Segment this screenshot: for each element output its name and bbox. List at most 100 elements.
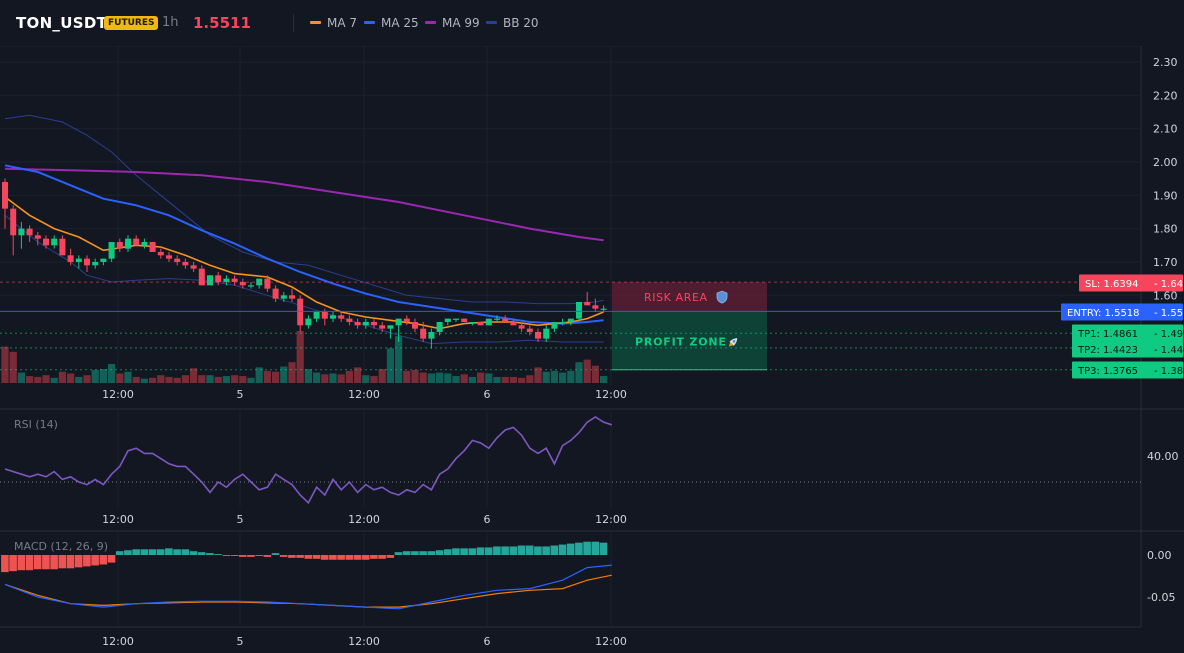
candle-body[interactable] <box>559 321 566 324</box>
macd-histogram-bar <box>452 548 460 555</box>
candle-body[interactable] <box>59 238 66 256</box>
price-tick-label: 2.00 <box>1153 156 1178 169</box>
candle-body[interactable] <box>526 328 533 332</box>
candle-body[interactable] <box>26 228 33 236</box>
tp2-tag[interactable] <box>1072 340 1183 358</box>
legend-ma25[interactable]: MA 25 <box>364 16 419 30</box>
candle-body[interactable] <box>576 301 582 319</box>
candle-body[interactable] <box>67 255 74 262</box>
candle-body[interactable] <box>461 318 468 322</box>
profit-zone[interactable] <box>612 311 767 370</box>
candle-body[interactable] <box>280 295 287 299</box>
candle-body[interactable] <box>428 331 435 339</box>
candle-body[interactable] <box>313 311 320 319</box>
candle-body[interactable] <box>502 318 509 322</box>
ma99-swatch <box>425 21 436 24</box>
candle-body[interactable] <box>207 275 213 286</box>
macd-histogram-bar <box>66 555 75 569</box>
macd-histogram-bar <box>534 546 542 555</box>
candle-body[interactable] <box>592 305 599 309</box>
candle-body[interactable] <box>272 288 279 299</box>
candle-body[interactable] <box>100 258 107 262</box>
candle-body[interactable] <box>125 238 131 249</box>
interval-label[interactable]: 1h <box>162 15 179 30</box>
candle-body[interactable] <box>297 298 304 326</box>
candle-body[interactable] <box>190 265 197 269</box>
candle-body[interactable] <box>166 255 172 259</box>
risk-area-zone[interactable] <box>612 282 767 312</box>
candle-body[interactable] <box>239 281 246 286</box>
macd-histogram-bar <box>427 551 436 555</box>
candle-body[interactable] <box>420 328 427 339</box>
candle-body[interactable] <box>395 318 402 326</box>
candle-body[interactable] <box>494 318 500 320</box>
candle-body[interactable] <box>43 238 49 246</box>
entry-tag[interactable] <box>1061 303 1183 321</box>
volume-bar <box>50 377 58 383</box>
candle-body[interactable] <box>600 308 607 310</box>
candle-body[interactable] <box>157 251 164 256</box>
candle-body[interactable] <box>92 261 99 266</box>
candle-body[interactable] <box>133 238 140 246</box>
candle-body[interactable] <box>34 235 41 239</box>
futures-badge: FUTURES <box>104 16 159 30</box>
candle-body[interactable] <box>51 238 58 246</box>
candle-body[interactable] <box>354 321 361 326</box>
sl-tag[interactable] <box>1079 274 1183 292</box>
bb-upper-line <box>4 114 604 305</box>
candle-body[interactable] <box>116 241 123 249</box>
candle-body[interactable] <box>551 321 558 329</box>
macd-histogram-bar <box>566 543 575 555</box>
price-tick-label: 2.30 <box>1153 56 1178 69</box>
candle-body[interactable] <box>412 321 418 329</box>
tp1-tag[interactable] <box>1072 324 1183 342</box>
candle-body[interactable] <box>477 321 484 326</box>
legend-ma7[interactable]: MA 7 <box>310 16 357 30</box>
candle-body[interactable] <box>469 321 476 324</box>
volume-bar <box>591 365 599 383</box>
candle-body[interactable] <box>371 321 377 326</box>
candle-body[interactable] <box>346 318 353 322</box>
tp3-tag[interactable] <box>1072 361 1183 379</box>
candle-body[interactable] <box>518 325 525 329</box>
candle-body[interactable] <box>535 331 541 339</box>
volume-bar <box>329 373 337 383</box>
candle-body[interactable] <box>510 321 517 326</box>
candle-body[interactable] <box>2 181 8 209</box>
symbol-label[interactable]: TON_USDT <box>16 14 108 32</box>
candle-body[interactable] <box>248 285 254 287</box>
candle-body[interactable] <box>108 241 115 259</box>
candle-body[interactable] <box>379 325 386 329</box>
candle-body[interactable] <box>403 318 410 322</box>
candle-body[interactable] <box>485 318 492 326</box>
legend-ma99[interactable]: MA 99 <box>425 16 480 30</box>
candle-body[interactable] <box>289 295 295 299</box>
candle-body[interactable] <box>387 325 394 329</box>
candle-body[interactable] <box>10 208 17 236</box>
macd-line <box>4 564 612 610</box>
candle-body[interactable] <box>182 261 189 266</box>
candle-body[interactable] <box>305 318 312 326</box>
candle-body[interactable] <box>223 278 230 282</box>
candle-body[interactable] <box>231 278 238 282</box>
legend-bb20[interactable]: BB 20 <box>486 16 539 30</box>
candle-body[interactable] <box>338 315 345 319</box>
candle-body[interactable] <box>330 315 336 319</box>
candle-body[interactable] <box>174 258 181 262</box>
candle-body[interactable] <box>198 268 205 286</box>
candle-body[interactable] <box>321 311 328 319</box>
candle-body[interactable] <box>75 258 82 262</box>
candle-body[interactable] <box>567 318 574 322</box>
candle-body[interactable] <box>436 321 443 332</box>
candle-body[interactable] <box>141 241 148 246</box>
candle-body[interactable] <box>362 321 369 326</box>
candle-body[interactable] <box>84 258 90 266</box>
candle-body[interactable] <box>264 278 271 289</box>
candle-body[interactable] <box>584 301 591 306</box>
candle-body[interactable] <box>453 318 459 320</box>
candle-body[interactable] <box>444 318 451 322</box>
candle-body[interactable] <box>149 241 156 252</box>
candle-body[interactable] <box>215 275 222 282</box>
candle-body[interactable] <box>18 228 25 236</box>
